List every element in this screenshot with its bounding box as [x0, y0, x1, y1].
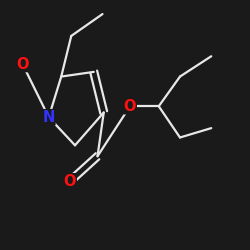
Text: O: O	[16, 56, 29, 72]
Text: N: N	[42, 110, 55, 125]
Text: O: O	[124, 99, 136, 114]
Text: O: O	[64, 174, 76, 189]
